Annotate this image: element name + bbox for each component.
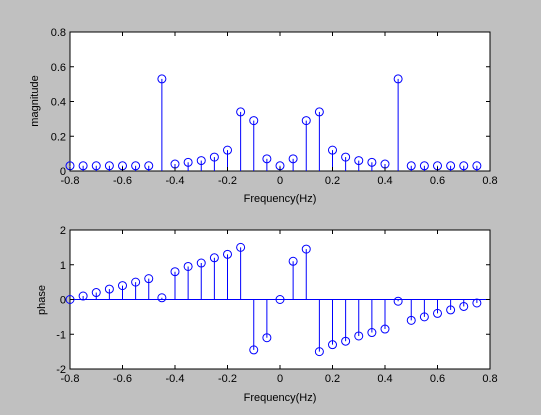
phase-stem-marker xyxy=(341,336,351,346)
magnitude-stem-marker xyxy=(341,152,351,162)
phase-stem-marker xyxy=(314,347,324,357)
magnitude-stem-marker xyxy=(314,107,324,117)
phase-xtick-label: -0.8 xyxy=(61,373,80,385)
magnitude-xtick-label: 0 xyxy=(277,175,283,187)
magnitude-stem-marker xyxy=(131,161,141,171)
phase-yticks: -2 -1 0 1 2 xyxy=(56,225,490,376)
phase-xtick-label: -0.6 xyxy=(113,373,132,385)
phase-stem-marker xyxy=(183,261,193,271)
phase-stem-marker xyxy=(354,331,364,341)
magnitude-xtick-label: -0.4 xyxy=(166,175,185,187)
phase-y-axis-label: phase xyxy=(36,285,48,315)
phase-stem-marker xyxy=(262,333,272,343)
magnitude-xtick-label: 0.8 xyxy=(482,175,497,187)
magnitude-stem-marker xyxy=(472,161,482,171)
phase-stem-marker xyxy=(209,253,219,263)
magnitude-stem-marker xyxy=(459,161,469,171)
magnitude-y-axis-label: magnitude xyxy=(29,75,41,126)
magnitude-stem-marker xyxy=(446,161,456,171)
phase-stem-marker xyxy=(380,324,390,334)
magnitude-stem-marker xyxy=(262,154,272,164)
magnitude-x-axis-label: Frequency(Hz) xyxy=(244,193,317,205)
phase-stems xyxy=(65,242,490,357)
magnitude-xtick-label: -0.6 xyxy=(113,175,132,187)
phase-stem-marker xyxy=(144,274,154,284)
phase-xticks: -0.8 -0.6 -0.4 -0.2 0 0.2 0.4 0.6 0.8 xyxy=(61,230,498,385)
phase-stem-marker xyxy=(328,340,337,350)
magnitude-stem-marker xyxy=(406,161,416,171)
magnitude-stem-marker xyxy=(393,74,403,84)
phase-stem-marker xyxy=(301,244,311,254)
magnitude-stem-marker xyxy=(144,161,154,171)
magnitude-stem-marker xyxy=(328,145,337,155)
magnitude-stems xyxy=(65,74,482,171)
magnitude-stem-marker xyxy=(236,107,246,117)
magnitude-xticks: -0.8 -0.6 -0.4 -0.2 0 0.2 0.4 0.6 0.8 xyxy=(61,32,498,187)
phase-stem-marker xyxy=(406,315,416,325)
magnitude-stem-marker xyxy=(419,161,429,171)
phase-stem-marker xyxy=(419,312,429,322)
magnitude-stem-marker xyxy=(301,116,311,126)
magnitude-xtick-label: 0.4 xyxy=(377,175,392,187)
phase-xtick-label: -0.2 xyxy=(218,373,237,385)
phase-stem-marker xyxy=(433,308,442,318)
phase-ytick-label: 1 xyxy=(60,260,66,272)
phase-ytick-label: 0 xyxy=(60,295,66,307)
phase-stem-marker xyxy=(157,293,167,303)
phase-stem-marker xyxy=(131,277,141,287)
phase-xtick-label: 0.4 xyxy=(377,373,392,385)
magnitude-ytick-label: 0 xyxy=(60,166,66,178)
phase-xtick-label: 0.2 xyxy=(325,373,340,385)
magnitude-xtick-label: -0.2 xyxy=(218,175,237,187)
phase-stem-marker xyxy=(459,301,469,311)
phase-xtick-label: -0.4 xyxy=(166,373,185,385)
phase-stem-marker xyxy=(275,295,285,304)
magnitude-stem-marker xyxy=(104,161,114,171)
magnitude-xtick-label: -0.8 xyxy=(61,175,80,187)
magnitude-stem-marker xyxy=(367,157,377,167)
phase-stem-marker xyxy=(78,291,88,301)
phase-ytick-label: -1 xyxy=(56,329,66,341)
magnitude-stem-marker xyxy=(183,157,193,167)
magnitude-xtick-label: 0.2 xyxy=(325,175,340,187)
phase-x-axis-label: Frequency(Hz) xyxy=(244,392,317,404)
phase-ytick-label: -2 xyxy=(56,364,66,376)
magnitude-stem-marker xyxy=(249,116,259,126)
phase-stem-marker xyxy=(288,256,298,266)
magnitude-subplot: -0.8 -0.6 -0.4 -0.2 0 0.2 0.4 0.6 0.8 0 0.2 0.4 0.6… xyxy=(29,27,498,205)
phase-stem-marker xyxy=(91,288,101,298)
phase-stem-marker xyxy=(472,298,482,308)
magnitude-ytick-label: 0.8 xyxy=(51,27,66,39)
phase-ytick-label: 2 xyxy=(60,225,66,237)
phase-stem-marker xyxy=(393,296,403,306)
magnitude-stem-marker xyxy=(288,154,298,164)
phase-stem-marker xyxy=(446,305,456,315)
phase-stem-marker xyxy=(249,345,259,355)
magnitude-stem-marker xyxy=(78,161,88,171)
phase-stem-marker xyxy=(236,242,246,252)
magnitude-stem-marker xyxy=(91,161,101,171)
phase-stem-marker xyxy=(196,258,206,268)
phase-stem-marker xyxy=(223,249,232,259)
phase-stem-marker xyxy=(118,281,127,291)
phase-xtick-label: 0 xyxy=(277,373,283,385)
magnitude-stem-marker xyxy=(157,74,167,84)
magnitude-stem-marker xyxy=(354,156,364,166)
phase-xtick-label: 0.8 xyxy=(482,373,497,385)
phase-stem-marker xyxy=(367,328,377,338)
phase-xtick-label: 0.6 xyxy=(430,373,445,385)
magnitude-ytick-label: 0.6 xyxy=(51,62,66,74)
magnitude-xtick-label: 0.6 xyxy=(430,175,445,187)
phase-subplot: -0.8 -0.6 -0.4 -0.2 0 0.2 0.4 0.6 0.8 -2 -1 0 1 2 Fr… xyxy=(36,225,498,404)
magnitude-stem-marker xyxy=(209,152,219,162)
phase-stem-marker xyxy=(170,267,180,277)
magnitude-axes-box xyxy=(69,31,491,172)
magnitude-yticks: 0 0.2 0.4 0.6 0.8 xyxy=(51,27,490,178)
magnitude-stem-marker xyxy=(196,156,206,166)
magnitude-ytick-label: 0.2 xyxy=(51,131,66,143)
phase-stem-marker xyxy=(104,284,114,294)
magnitude-stem-marker xyxy=(223,145,232,155)
magnitude-ytick-label: 0.4 xyxy=(51,97,66,109)
